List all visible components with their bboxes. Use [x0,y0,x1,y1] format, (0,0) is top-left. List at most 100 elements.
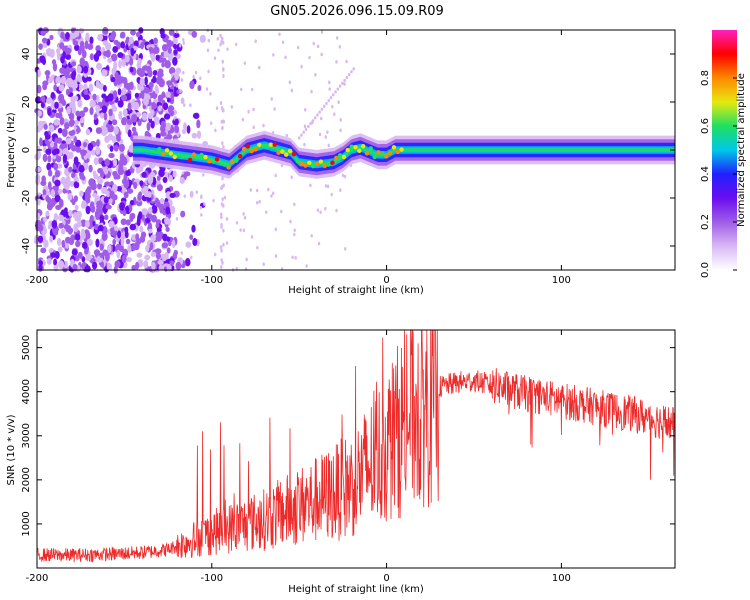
spectrogram-speckle [58,222,64,229]
spectrogram-speckle [75,28,80,37]
spectrogram-speckle [36,69,42,78]
spectrogram-peak [353,144,358,150]
spectrogram-speckle [77,99,83,108]
spectrogram-speckle [334,90,337,94]
spectrogram-speckle [47,169,53,177]
spectrogram-speckle [215,106,219,110]
spectrogram-speckle [252,125,255,130]
spectrogram-speckle [107,244,112,254]
spectrogram-speckle [171,239,176,249]
spectrogram-ridge-band [133,141,676,169]
spectrogram-peak [326,162,331,167]
spectrogram-speckle [313,116,317,120]
spectrogram-speckle [239,228,242,232]
spectrogram-speckle [153,116,160,125]
spectrogram-peak [168,151,174,156]
spectrogram-speckle [129,36,134,44]
spectrogram-speckle [296,45,300,50]
spectrogram-peak [341,154,347,160]
spectrogram-speckle [99,170,105,178]
spectrogram-speckle [46,190,51,197]
spectrogram-speckle [113,105,118,112]
spectrogram-speckle [88,83,94,92]
spectrogram-speckle [88,164,93,173]
spectrogram-speckle [95,127,103,134]
spectrogram-speckle [114,71,119,81]
spectrogram-speckle [68,180,75,187]
spectrogram-speckle [221,59,224,64]
spectrogram-speckle [165,133,173,140]
spectrogram-speckle [39,137,43,147]
spectrogram-speckle [45,148,52,155]
spectrogram-speckle [96,200,103,207]
spectrogram-speckle [108,108,113,117]
spectrogram-y-tick-label: -20 [21,190,32,206]
spectrogram-speckle [293,202,296,207]
spectrogram-speckle [235,221,239,225]
spectrogram-peak [180,154,185,159]
spectrogram-speckle [53,162,59,171]
spectrogram-speckle [35,219,42,227]
spectrogram-speckle [272,53,275,57]
spectrogram-speckle [68,227,74,234]
spectrogram-speckle [120,41,126,49]
spectrogram-speckle [352,67,356,71]
spectrogram-peak [210,159,216,164]
spectrogram-speckle [46,258,52,265]
spectrogram-speckle [137,192,142,202]
spectrogram-speckle [130,47,135,57]
spectrogram-speckle [62,148,69,154]
spectrogram-speckle [256,245,259,250]
spectrogram-speckle [65,31,70,40]
spectrogram-speckle [117,52,124,58]
spectrogram-speckle [135,233,140,241]
spectrogram-speckle [155,54,160,61]
spectrogram-speckle [55,204,62,211]
spectrogram-speckle [221,36,224,41]
spectrogram-speckle [300,64,303,69]
spectrogram-speckle [345,59,348,64]
spectrogram-speckle [85,32,90,39]
spectrogram-speckle [92,170,97,178]
spectrogram-speckle [65,54,71,60]
spectrogram-speckle [36,110,43,117]
spectrogram-speckle [136,199,143,207]
spectrogram-speckle [327,98,331,103]
spectrogram-peak [330,160,335,165]
spectrogram-speckle [157,105,162,112]
snr-y-ticks: 1000 2000 3000 4000 5000 [21,335,675,537]
spectrogram-speckle [40,102,45,109]
spectrogram-speckle [112,90,118,100]
spectrogram-speckle [61,100,67,107]
spectrogram-speckle [57,214,65,221]
spectrogram-speckle [66,77,74,86]
spectrogram-speckle [304,127,308,131]
spectrogram-speckle [267,187,270,192]
spectrogram-speckle [166,97,171,103]
spectrogram-speckle [128,57,134,66]
spectrogram-speckle [60,228,66,235]
spectrogram-speckle [113,126,119,135]
spectrogram-speckle [343,78,346,82]
spectrogram-speckle [264,210,268,214]
spectrogram-speckle [221,197,224,202]
spectrogram-speckle [148,228,153,234]
spectrogram-speckle [135,31,141,38]
spectrogram-speckle [68,143,75,150]
spectrogram-speckle [144,130,150,137]
spectrogram-speckle [104,214,109,221]
spectrogram-speckle [288,80,292,85]
spectrogram-speckle [174,72,180,81]
spectrogram-speckle [235,42,238,47]
spectrogram-speckle [157,70,162,79]
spectrogram-speckle [71,249,78,256]
spectrogram-speckle [136,252,143,258]
spectrogram-peak [203,154,208,160]
spectrogram-speckle [54,251,60,259]
spectrogram-speckle [203,202,206,206]
spectrogram-peak [241,146,247,152]
spectrogram-speckle [122,108,128,117]
spectrogram-speckle [37,123,44,131]
spectrogram-speckle [71,61,77,67]
spectrogram-speckle [118,76,126,84]
